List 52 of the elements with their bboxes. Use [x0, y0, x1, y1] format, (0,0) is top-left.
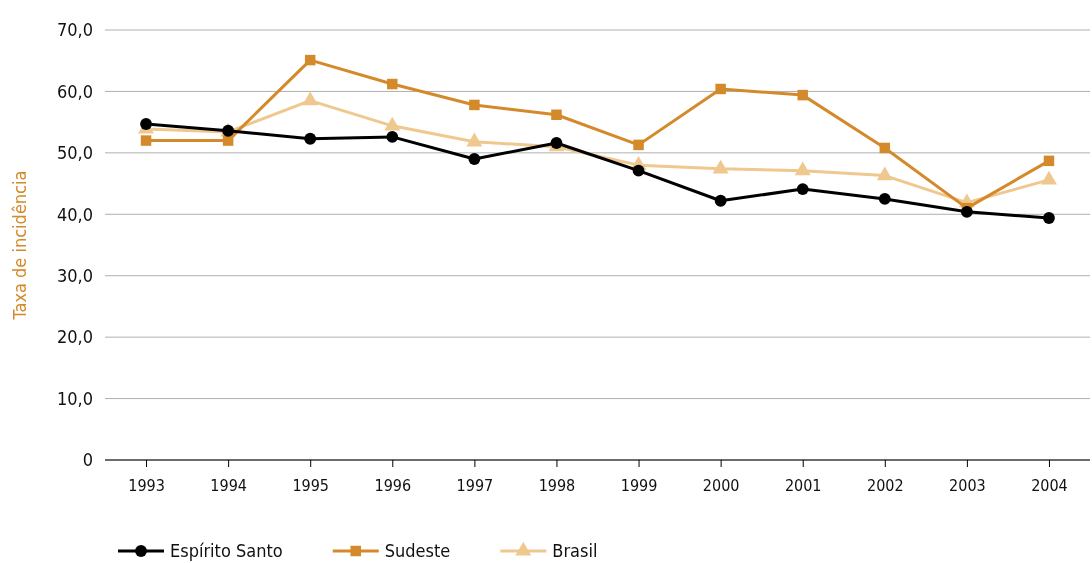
x-tick-label: 1996 — [374, 475, 412, 495]
point — [797, 89, 808, 101]
point — [715, 83, 726, 95]
point — [468, 153, 481, 165]
point — [632, 164, 645, 177]
x-tick-label: 1993 — [128, 475, 165, 495]
point — [1040, 170, 1057, 185]
point — [304, 54, 316, 66]
point — [302, 91, 319, 106]
y-tick-label: 40,0 — [56, 203, 93, 225]
x-tick-label: 1994 — [210, 475, 247, 495]
point — [1043, 155, 1055, 167]
legend-label: Brasil — [552, 540, 598, 562]
point — [222, 135, 234, 146]
y-tick-label: 70,0 — [56, 19, 93, 41]
x-tick-label: 1999 — [620, 475, 658, 495]
x-tick-label: 2002 — [866, 475, 904, 495]
point — [551, 109, 562, 121]
point — [386, 130, 399, 143]
point — [712, 159, 729, 174]
point — [796, 183, 809, 196]
point — [140, 118, 152, 130]
point — [794, 161, 811, 176]
point — [466, 132, 483, 147]
point — [384, 116, 401, 131]
y-tick-label: 20,0 — [56, 326, 93, 348]
x-tick-label: 2003 — [949, 475, 986, 495]
x-tick-label: 1998 — [538, 475, 576, 495]
y-axis-title: Taxa de incidência — [9, 170, 30, 321]
y-tick-label: 30,0 — [56, 264, 93, 286]
x-tick-label: 2004 — [1031, 475, 1068, 495]
point — [387, 78, 398, 90]
y-tick-label: 0 — [82, 449, 93, 471]
point — [1043, 212, 1055, 224]
x-tick-label: 2000 — [702, 475, 740, 495]
y-tick-label: 10,0 — [56, 387, 93, 409]
point — [714, 194, 727, 207]
point — [633, 139, 644, 151]
point — [879, 142, 891, 154]
legend-label: Sudeste — [384, 540, 451, 562]
point — [304, 132, 317, 145]
legend-label: Espírito Santo — [170, 540, 283, 562]
x-tick-label: 1997 — [456, 475, 494, 495]
x-tick-label: 1995 — [292, 475, 330, 495]
point — [960, 205, 973, 218]
x-tick-label: 2001 — [784, 475, 822, 495]
point — [140, 135, 152, 146]
point — [469, 99, 480, 111]
y-tick-label: 60,0 — [56, 80, 93, 102]
point — [878, 193, 891, 205]
point — [876, 166, 893, 181]
y-tick-label: 50,0 — [56, 142, 93, 164]
